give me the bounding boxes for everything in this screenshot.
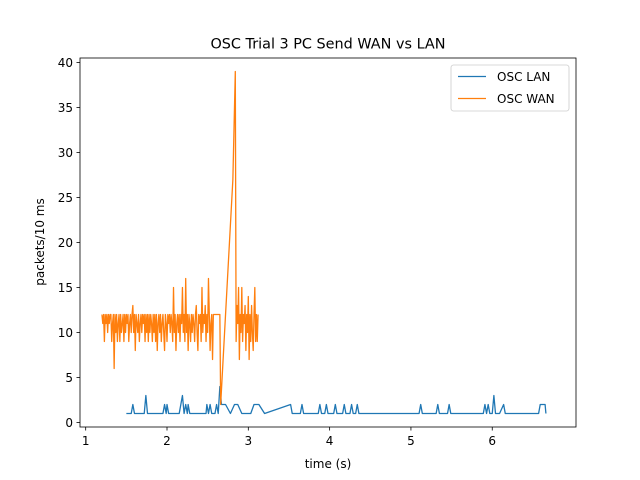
chart-title: OSC Trial 3 PC Send WAN vs LAN bbox=[210, 37, 445, 53]
legend: OSC LAN OSC WAN bbox=[450, 64, 570, 112]
series-line-1 bbox=[101, 70, 259, 406]
y-tick-label: 40 bbox=[58, 56, 73, 70]
axis-ticks: 1 2 3 4 5 6 0 5 10 15 20 25 30 35 40 bbox=[58, 56, 496, 448]
y-tick-label: 0 bbox=[65, 416, 73, 430]
y-tick-label: 25 bbox=[58, 191, 73, 205]
y-tick-label: 5 bbox=[65, 371, 73, 385]
y-tick-label: 15 bbox=[58, 281, 73, 295]
x-tick-label: 1 bbox=[82, 434, 90, 448]
series-line-0 bbox=[126, 385, 547, 415]
y-tick-label: 30 bbox=[58, 146, 73, 160]
x-tick-label: 5 bbox=[407, 434, 415, 448]
y-tick-label: 35 bbox=[58, 101, 73, 115]
x-tick-label: 3 bbox=[244, 434, 252, 448]
y-tick-label: 20 bbox=[58, 236, 73, 250]
legend-label-1: OSC WAN bbox=[497, 92, 555, 106]
y-axis-label: packets/10 ms bbox=[33, 198, 47, 286]
x-tick-label: 2 bbox=[163, 434, 171, 448]
x-tick-label: 4 bbox=[326, 434, 334, 448]
x-tick-label: 6 bbox=[488, 434, 496, 448]
legend-label-0: OSC LAN bbox=[497, 70, 550, 84]
y-tick-label: 10 bbox=[58, 326, 73, 340]
x-axis-label: time (s) bbox=[305, 457, 352, 471]
